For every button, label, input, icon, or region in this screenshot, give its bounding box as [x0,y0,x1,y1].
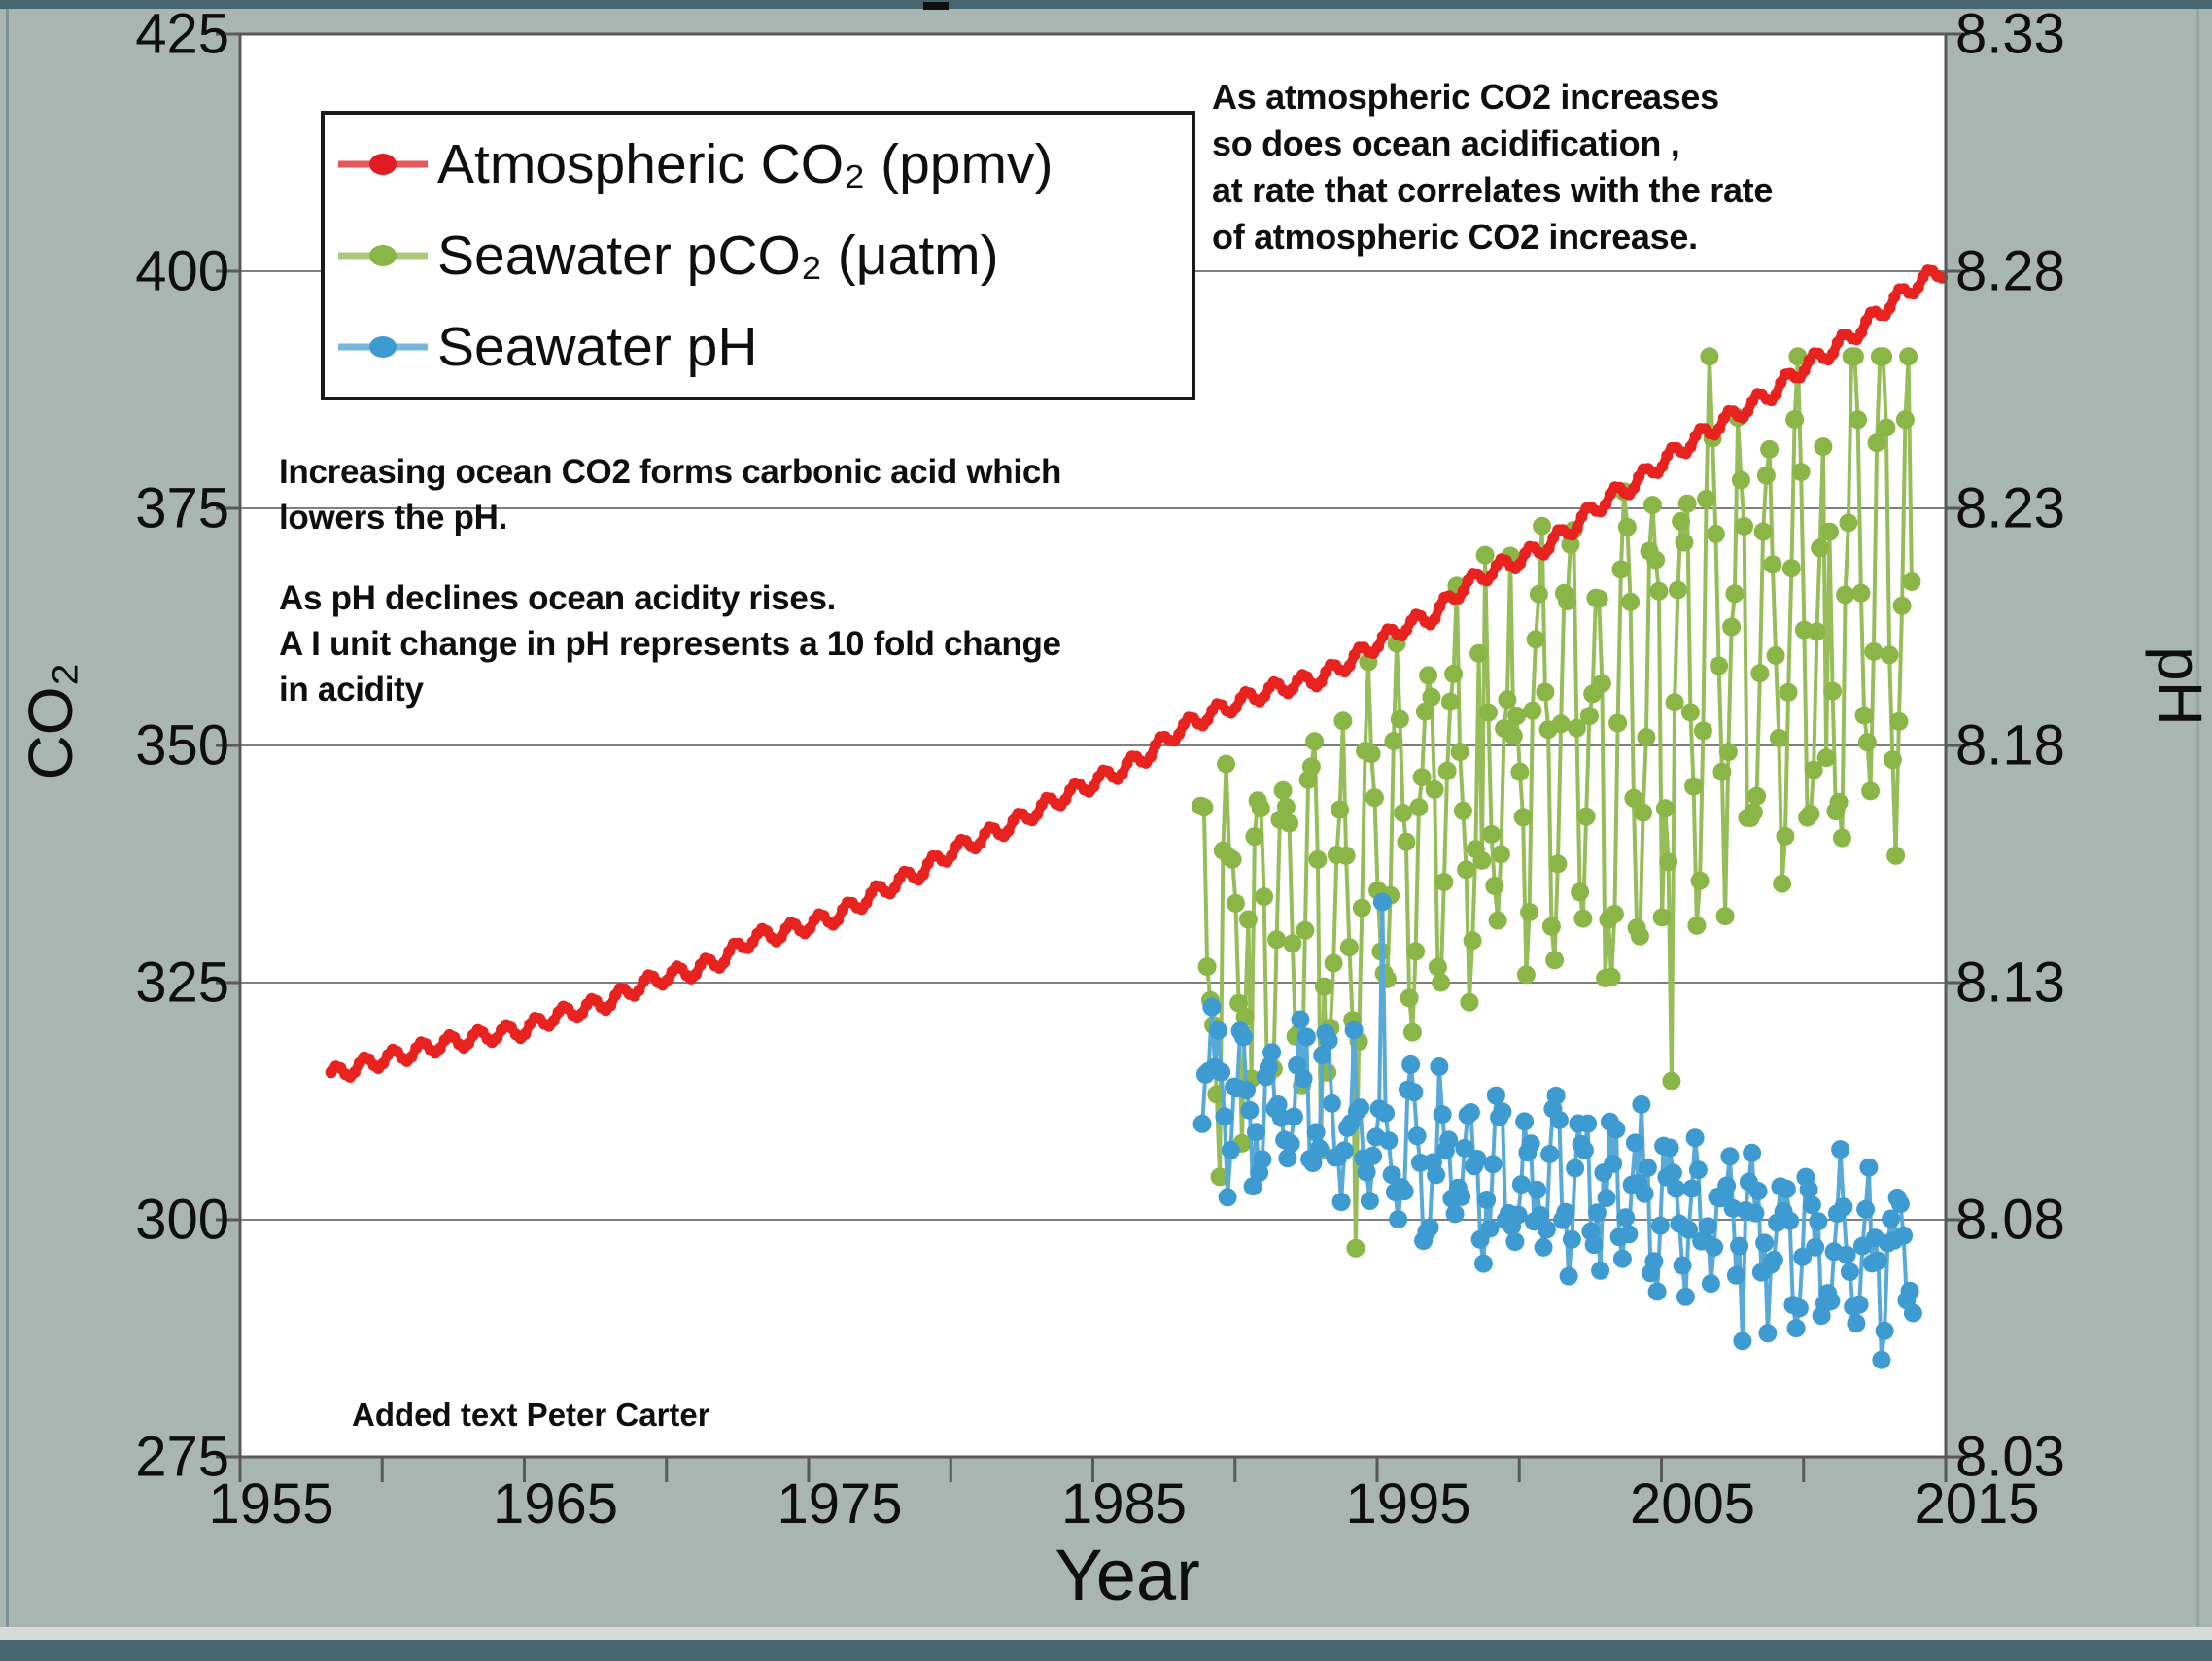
annotation-line: of atmospheric CO2 increase. [1212,217,1698,257]
legend-item: Seawater pH [325,315,1192,378]
x-axis-tick-label: 1955 [208,1472,334,1536]
legend-marker-icon [338,154,428,175]
legend-marker-icon [338,245,428,266]
x-axis-tick-label: 1975 [777,1472,903,1536]
y-right-tick-label: 8.28 [1955,239,2065,303]
y-left-tick-label: 400 [135,239,229,303]
annotation-line: in acidity [279,671,424,709]
annotation-line: As atmospheric CO2 increases [1212,77,1719,117]
annotation-line: lowers the pH. [279,499,508,536]
y-left-tick-label: 350 [135,713,229,778]
y-right-tick-label: 8.33 [1955,2,2065,66]
left-frame-line [6,9,9,1628]
right-frame-line [2196,9,2199,1628]
annotation-line: As pH declines ocean acidity rises. [279,579,837,617]
bottom-strip [0,1627,2212,1640]
top-dash-artifact [923,2,949,10]
y-left-tick-label: 375 [135,476,229,540]
x-axis-tick-label: 2015 [1914,1472,2040,1536]
y-left-tick-label: 325 [135,951,229,1015]
annotation-line: at rate that correlates with the rate [1212,170,1774,210]
x-axis-title: Year [1054,1535,1200,1615]
axis-ticks [216,32,1970,1482]
credit-text: Added text Peter Carter [352,1397,710,1433]
legend-item: Seawater pCO₂ (μatm) [325,224,1192,287]
y-right-tick-label: 8.03 [1955,1425,2065,1489]
legend-item-label: Seawater pCO₂ (μatm) [437,224,999,287]
annotation-ph-acidity: As pH declines ocean acidity rises. A I u… [279,575,1061,712]
y-left-tick-label: 425 [135,2,229,66]
top-band [0,0,2212,9]
y-right-tick-label: 8.13 [1955,951,2065,1015]
annotation-line: A I unit change in pH represents a 10 fo… [279,625,1061,663]
y-left-tick-label: 300 [135,1188,229,1252]
annotation-line: Increasing ocean CO2 forms carbonic acid… [279,453,1062,491]
bottom-band [0,1640,2212,1661]
y-right-axis-title: pH [2145,646,2212,726]
y-right-tick-label: 8.08 [1955,1188,2065,1252]
atmospheric-co2-series [325,264,1949,1083]
legend: Atmospheric CO₂ (ppmv) Seawater pCO₂ (μat… [321,111,1195,400]
legend-item-label: Seawater pH [437,315,758,378]
y-left-axis-title: CO₂ [16,662,86,780]
y-left-tick-label: 275 [135,1425,229,1489]
annotation-line: so does ocean acidification , [1212,123,1680,163]
legend-item: Atmospheric CO₂ (ppmv) [325,132,1192,195]
legend-item-label: Atmospheric CO₂ (ppmv) [437,132,1054,195]
x-axis-tick-label: 1965 [492,1472,619,1536]
y-right-tick-label: 8.23 [1955,476,2065,540]
annotation-top-right: As atmospheric CO2 increases so does ocea… [1212,74,1773,260]
x-axis-tick-label: 1985 [1060,1472,1188,1536]
annotation-carbonic-acid: Increasing ocean CO2 forms carbonic acid… [279,449,1061,540]
x-axis-tick-label: 1995 [1345,1472,1471,1536]
legend-marker-icon [338,336,428,358]
y-right-tick-label: 8.18 [1955,713,2065,778]
x-axis-tick-label: 2005 [1629,1472,1756,1536]
seawater-ph-series [1192,892,1922,1369]
